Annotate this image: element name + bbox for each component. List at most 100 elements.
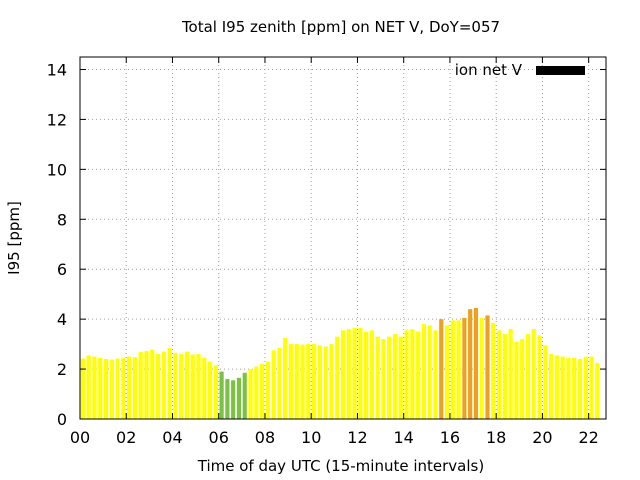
bar (479, 317, 484, 419)
bar (531, 329, 536, 419)
bar (416, 331, 421, 419)
bar (462, 317, 467, 419)
bar (381, 339, 386, 419)
bar (595, 362, 600, 419)
bar (219, 371, 224, 419)
bar (196, 354, 201, 419)
bar (583, 356, 588, 419)
bar (225, 379, 230, 419)
bar (132, 357, 137, 419)
x-tick-label: 12 (347, 428, 367, 447)
bar (560, 356, 565, 419)
legend-label: ion net V (455, 61, 523, 79)
bar (184, 351, 190, 419)
bar (491, 322, 496, 419)
x-tick-label: 10 (301, 428, 321, 447)
bar (398, 336, 403, 419)
y-tick-label: 0 (57, 410, 67, 429)
bar (312, 344, 317, 419)
chart-title: Total I95 zenith [ppm] on NET V, DoY=057 (181, 18, 500, 36)
bar (213, 365, 218, 419)
bar (144, 351, 149, 419)
x-tick-label: 04 (162, 428, 182, 447)
bar (167, 347, 172, 419)
y-tick-label: 4 (57, 310, 67, 329)
bar (358, 327, 363, 419)
bar (410, 329, 415, 419)
bar (502, 334, 507, 419)
x-tick-label: 16 (440, 428, 460, 447)
bar (283, 337, 288, 419)
bar (456, 320, 461, 419)
bar (329, 344, 334, 419)
bar (300, 344, 305, 419)
bar (288, 344, 294, 419)
bar (566, 357, 571, 419)
bar (473, 307, 479, 419)
bar (254, 366, 259, 419)
y-tick-label: 10 (47, 160, 67, 179)
x-tick-label: 00 (70, 428, 90, 447)
y-axis-title: I95 [ppm] (5, 201, 23, 275)
grid (80, 57, 606, 419)
bar (161, 351, 166, 419)
bar (323, 346, 328, 419)
legend-swatch (536, 66, 585, 75)
x-axis-title: Time of day UTC (15-minute intervals) (197, 457, 484, 475)
x-tick-label: 02 (116, 428, 136, 447)
bar (248, 369, 253, 419)
bar (369, 330, 374, 419)
bar (427, 325, 432, 419)
bar (109, 359, 114, 419)
bar (294, 344, 299, 419)
bars (80, 307, 600, 419)
bar (433, 330, 438, 419)
bar (236, 377, 242, 419)
y-tick-label: 14 (47, 60, 67, 79)
bar (98, 357, 103, 419)
bar (439, 319, 444, 419)
bar (115, 358, 120, 419)
bar (271, 350, 276, 419)
bar (543, 345, 548, 419)
bar (173, 352, 178, 419)
bar (468, 309, 473, 419)
y-tick-label: 12 (47, 110, 67, 129)
x-tick-label: 08 (255, 428, 275, 447)
bar (80, 358, 85, 419)
bar (485, 315, 490, 419)
bar (92, 356, 97, 419)
bar (231, 380, 236, 419)
bar (138, 352, 143, 419)
y-tick-label: 8 (57, 210, 67, 229)
bar (150, 349, 155, 419)
bar (421, 324, 426, 419)
bar (317, 345, 322, 419)
bar (190, 354, 195, 419)
bar (537, 335, 542, 419)
bar (127, 356, 132, 419)
bar (242, 372, 247, 419)
bar (450, 320, 455, 419)
bar (514, 341, 519, 419)
bar (520, 339, 525, 419)
x-tick-label: 20 (532, 428, 552, 447)
bar (525, 334, 531, 419)
bar (86, 355, 91, 419)
bar (508, 329, 513, 419)
y-tick-label: 2 (57, 360, 67, 379)
plot-frame (79, 56, 607, 420)
bar (207, 361, 213, 419)
x-tick-label: 06 (209, 428, 229, 447)
bar (121, 357, 126, 419)
bar (335, 336, 340, 419)
bar (202, 357, 207, 419)
bar (554, 355, 559, 419)
bar (277, 347, 282, 419)
bar (549, 354, 554, 419)
bar (155, 354, 161, 419)
bar (375, 336, 380, 419)
bar (572, 357, 577, 419)
